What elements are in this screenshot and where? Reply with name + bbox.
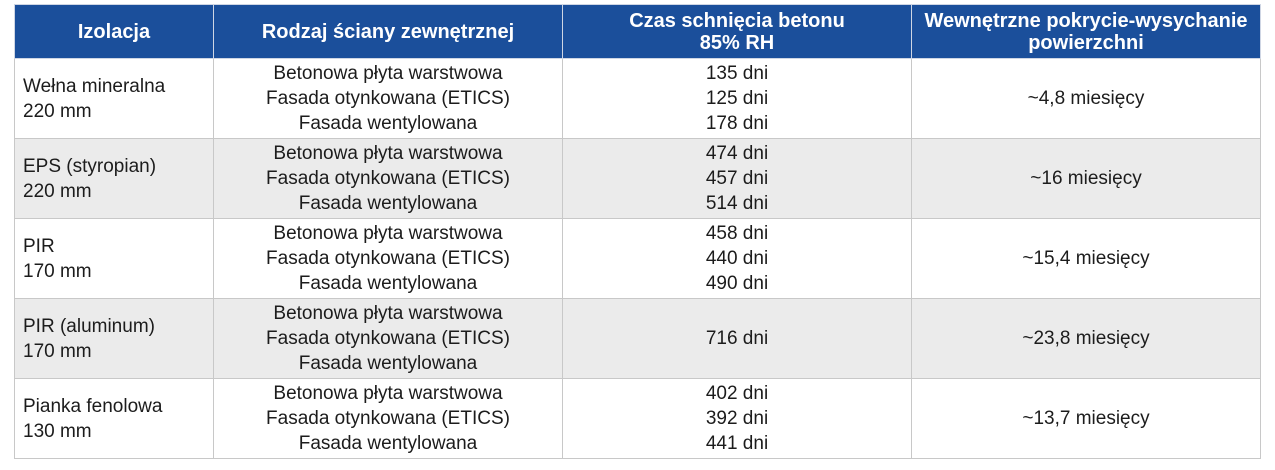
wall-type: Betonowa płyta warstwowa bbox=[273, 303, 503, 324]
surface-drying-cell: ~4,8 miesięcy bbox=[911, 58, 1261, 139]
insulation-cell: PIR 170 mm bbox=[14, 218, 214, 299]
wall-type: Fasada wentylowana bbox=[298, 113, 478, 134]
drying-time: 490 dni bbox=[705, 273, 769, 294]
wall-type-cell: Betonowa płyta warstwowa Fasada otynkowa… bbox=[213, 378, 563, 459]
wall-type-cell: Betonowa płyta warstwowa Fasada otynkowa… bbox=[213, 138, 563, 219]
drying-time: 458 dni bbox=[705, 223, 769, 244]
table-row: Pianka fenolowa 130 mm Betonowa płyta wa… bbox=[14, 378, 1261, 459]
insulation-name: Wełna mineralna bbox=[23, 75, 166, 97]
concrete-drying-cell: 402 dni 392 dni 441 dni bbox=[562, 378, 912, 459]
surface-drying-value: ~13,7 miesięcy bbox=[1022, 408, 1150, 429]
header-insulation: Izolacja bbox=[14, 4, 214, 59]
drying-time: 440 dni bbox=[705, 248, 769, 269]
drying-time: 474 dni bbox=[705, 143, 769, 164]
header-insulation-label: Izolacja bbox=[77, 20, 151, 43]
insulation-cell: Pianka fenolowa 130 mm bbox=[14, 378, 214, 459]
concrete-drying-cell: 474 dni 457 dni 514 dni bbox=[562, 138, 912, 219]
wall-type-cell: Betonowa płyta warstwowa Fasada otynkowa… bbox=[213, 58, 563, 139]
surface-drying-value: ~15,4 miesięcy bbox=[1022, 248, 1150, 269]
table-row: PIR 170 mm Betonowa płyta warstwowa Fasa… bbox=[14, 218, 1261, 299]
drying-time: 402 dni bbox=[705, 383, 769, 404]
concrete-drying-cell: 458 dni 440 dni 490 dni bbox=[562, 218, 912, 299]
insulation-name: PIR bbox=[23, 235, 55, 257]
insulation-cell: Wełna mineralna 220 mm bbox=[14, 58, 214, 139]
wall-type: Fasada wentylowana bbox=[298, 353, 478, 374]
drying-time: 457 dni bbox=[705, 168, 769, 189]
wall-type: Fasada otynkowana (ETICS) bbox=[266, 88, 510, 109]
wall-type: Fasada otynkowana (ETICS) bbox=[266, 328, 510, 349]
header-wall-type-label: Rodzaj ściany zewnętrznej bbox=[261, 20, 515, 43]
insulation-thickness: 130 mm bbox=[23, 420, 92, 442]
drying-time: 392 dni bbox=[705, 408, 769, 429]
wall-type: Fasada otynkowana (ETICS) bbox=[266, 408, 510, 429]
table-wrapper: Izolacja Rodzaj ściany zewnętrznej Czas … bbox=[14, 4, 1261, 459]
wall-type-cell: Betonowa płyta warstwowa Fasada otynkowa… bbox=[213, 218, 563, 299]
insulation-drying-table: Izolacja Rodzaj ściany zewnętrznej Czas … bbox=[14, 4, 1261, 459]
surface-drying-cell: ~13,7 miesięcy bbox=[911, 378, 1261, 459]
surface-drying-value: ~4,8 miesięcy bbox=[1027, 88, 1145, 109]
surface-drying-value: ~16 miesięcy bbox=[1030, 168, 1142, 189]
header-surface-drying-line2: powierzchni bbox=[1028, 31, 1144, 54]
wall-type: Betonowa płyta warstwowa bbox=[273, 63, 503, 84]
concrete-drying-cell: 716 dni bbox=[562, 298, 912, 379]
insulation-name: EPS (styropian) bbox=[23, 155, 157, 177]
wall-type-cell: Betonowa płyta warstwowa Fasada otynkowa… bbox=[213, 298, 563, 379]
drying-time: 125 dni bbox=[705, 88, 769, 109]
insulation-cell: EPS (styropian) 220 mm bbox=[14, 138, 214, 219]
wall-type: Fasada wentylowana bbox=[298, 193, 478, 214]
header-row: Izolacja Rodzaj ściany zewnętrznej Czas … bbox=[14, 4, 1261, 59]
drying-time: 716 dni bbox=[705, 328, 769, 349]
concrete-drying-cell: 135 dni 125 dni 178 dni bbox=[562, 58, 912, 139]
header-concrete-drying-line1: Czas schnięcia betonu bbox=[629, 9, 845, 32]
header-concrete-drying: Czas schnięcia betonu 85% RH bbox=[562, 4, 912, 59]
insulation-name: Pianka fenolowa bbox=[23, 395, 163, 417]
surface-drying-cell: ~15,4 miesięcy bbox=[911, 218, 1261, 299]
surface-drying-value: ~23,8 miesięcy bbox=[1022, 328, 1150, 349]
wall-type: Fasada wentylowana bbox=[298, 433, 478, 454]
insulation-cell: PIR (aluminum) 170 mm bbox=[14, 298, 214, 379]
wall-type: Fasada wentylowana bbox=[298, 273, 478, 294]
drying-time: 441 dni bbox=[705, 433, 769, 454]
surface-drying-cell: ~23,8 miesięcy bbox=[911, 298, 1261, 379]
insulation-thickness: 170 mm bbox=[23, 340, 92, 362]
header-surface-drying: Wewnętrzne pokrycie-wysychanie powierzch… bbox=[911, 4, 1261, 59]
table-row: PIR (aluminum) 170 mm Betonowa płyta war… bbox=[14, 298, 1261, 379]
insulation-name: PIR (aluminum) bbox=[23, 315, 155, 337]
surface-drying-cell: ~16 miesięcy bbox=[911, 138, 1261, 219]
wall-type: Fasada otynkowana (ETICS) bbox=[266, 248, 510, 269]
drying-time: 514 dni bbox=[705, 193, 769, 214]
insulation-thickness: 220 mm bbox=[23, 100, 92, 122]
header-surface-drying-line1: Wewnętrzne pokrycie-wysychanie bbox=[924, 9, 1248, 32]
insulation-thickness: 220 mm bbox=[23, 180, 92, 202]
drying-time: 135 dni bbox=[705, 63, 769, 84]
wall-type: Betonowa płyta warstwowa bbox=[273, 143, 503, 164]
table-row: Wełna mineralna 220 mm Betonowa płyta wa… bbox=[14, 58, 1261, 139]
wall-type: Fasada otynkowana (ETICS) bbox=[266, 168, 510, 189]
insulation-thickness: 170 mm bbox=[23, 260, 92, 282]
header-wall-type: Rodzaj ściany zewnętrznej bbox=[213, 4, 563, 59]
header-concrete-drying-line2: 85% RH bbox=[699, 31, 775, 54]
wall-type: Betonowa płyta warstwowa bbox=[273, 223, 503, 244]
wall-type: Betonowa płyta warstwowa bbox=[273, 383, 503, 404]
table-row: EPS (styropian) 220 mm Betonowa płyta wa… bbox=[14, 138, 1261, 219]
drying-time: 178 dni bbox=[705, 113, 769, 134]
